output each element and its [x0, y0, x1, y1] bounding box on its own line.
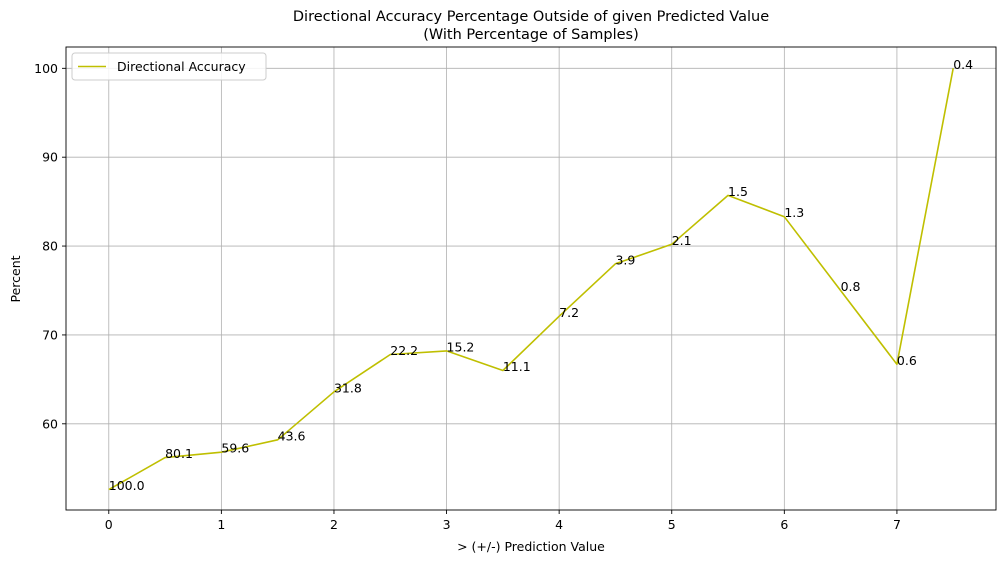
chart-subtitle: (With Percentage of Samples) [423, 27, 639, 43]
plot-area [65, 46, 997, 511]
point-label: 43.6 [278, 428, 306, 443]
y-tick-label: 70 [42, 327, 58, 342]
point-label: 22.2 [390, 343, 418, 358]
data-labels: 100.0 80.1 59.6 43.6 31.8 22.2 15.2 11.1 7.2 3.9 2… [109, 57, 973, 493]
x-tick-label: 3 [443, 517, 451, 532]
chart-title: Directional Accuracy Percentage Outside … [293, 9, 769, 25]
point-label: 11.1 [503, 359, 531, 374]
x-tick-label: 0 [105, 517, 113, 532]
point-label: 31.8 [334, 380, 362, 395]
x-tick-label: 5 [668, 517, 676, 532]
point-label: 0.4 [953, 57, 973, 72]
series-line-directional-accuracy [108, 68, 954, 491]
point-label: 59.6 [221, 441, 249, 456]
point-label: 0.6 [897, 353, 917, 368]
point-label: 15.2 [447, 339, 475, 354]
x-axis-label: > (+/-) Prediction Value [457, 539, 605, 554]
point-label: 80.1 [165, 446, 193, 461]
legend: Directional Accuracy [71, 52, 267, 81]
point-label: 1.3 [784, 205, 804, 220]
point-label: 0.8 [841, 279, 861, 294]
x-tick-label: 6 [780, 517, 788, 532]
y-tick-label: 60 [42, 416, 58, 431]
legend-label: Directional Accuracy [117, 59, 246, 74]
x-tick-label: 4 [555, 517, 563, 532]
point-label: 7.2 [559, 305, 579, 320]
y-tick-label: 100 [34, 61, 58, 76]
axis-ticks: 0 1 2 3 4 5 6 7 60 70 80 90 100 [34, 61, 901, 532]
y-axis-label: Percent [8, 255, 23, 302]
grid-lines [66, 47, 996, 510]
x-tick-label: 2 [330, 517, 338, 532]
point-label: 100.0 [109, 478, 145, 493]
y-tick-label: 90 [42, 150, 58, 165]
point-label: 1.5 [728, 184, 748, 199]
x-tick-label: 1 [217, 517, 225, 532]
legend-box [71, 52, 267, 81]
y-tick-label: 80 [42, 239, 58, 254]
series-layer [108, 68, 954, 491]
x-tick-label: 7 [893, 517, 901, 532]
point-label: 2.1 [672, 233, 692, 248]
point-label: 3.9 [615, 252, 635, 267]
